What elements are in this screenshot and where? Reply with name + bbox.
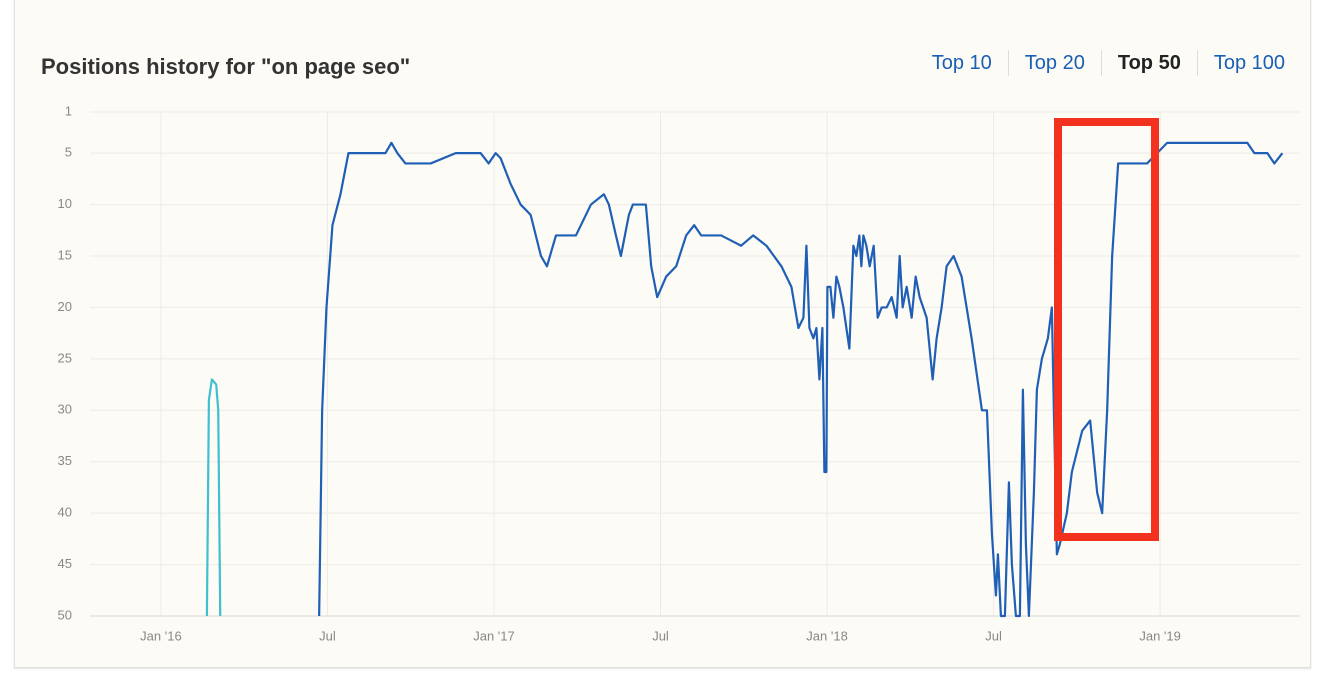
range-button[interactable]: Top 20 [1007, 50, 1101, 76]
x-tick-label: Jan '16 [140, 628, 182, 643]
x-tick-label: Jan '17 [473, 628, 515, 643]
y-tick-label: 35 [58, 453, 72, 468]
y-tick-label: 20 [58, 299, 72, 314]
range-button[interactable]: Top 10 [931, 52, 992, 74]
lines [205, 141, 1284, 618]
y-tick-label: 10 [58, 196, 72, 211]
y-tick-label: 30 [58, 402, 72, 417]
y-tick-label: 5 [65, 145, 72, 160]
x-tick-label: Jul [319, 628, 336, 643]
y-tick-label: 50 [58, 607, 72, 622]
chart-card [14, 0, 1311, 668]
x-tick-label: Jul [985, 628, 1002, 643]
series-line [318, 141, 1284, 618]
highlight-box [1054, 118, 1159, 541]
y-tick-label: 15 [58, 247, 72, 262]
range-buttons: Top 10 Top 20 Top 50 Top 100 [916, 50, 1301, 76]
x-tick-label: Jan '19 [1139, 628, 1181, 643]
x-tick-label: Jul [652, 628, 669, 643]
y-tick-label: 1 [65, 103, 72, 118]
chart-title: Positions history for "on page seo" [41, 54, 411, 79]
range-button[interactable]: Top 100 [1196, 50, 1301, 76]
x-tick-label: Jan '18 [806, 628, 848, 643]
y-tick-label: 40 [58, 505, 72, 520]
y-tick-label: 25 [58, 350, 72, 365]
range-button[interactable]: Top 50 [1100, 50, 1197, 76]
series-line [205, 378, 222, 617]
y-tick-label: 45 [58, 556, 72, 571]
